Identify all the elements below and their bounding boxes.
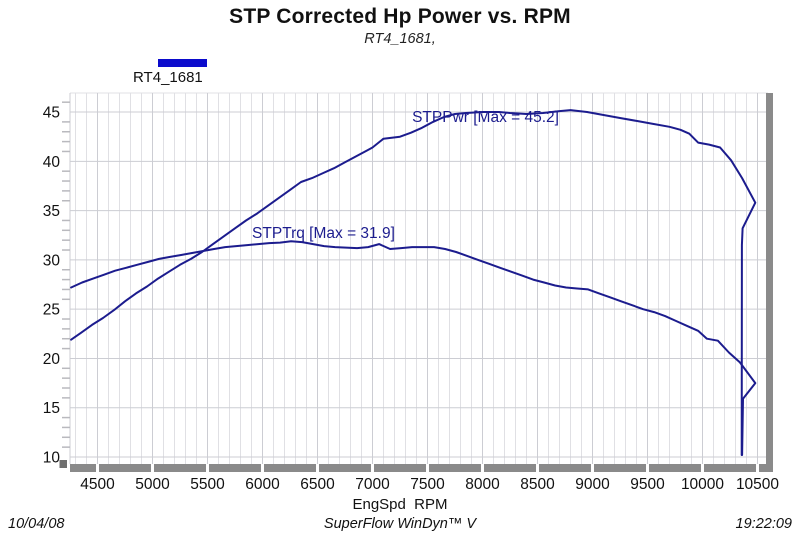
x-tick-label: 10500: [736, 476, 779, 493]
x-axis-tick-gap: [151, 464, 154, 472]
x-tick-label: 4500: [80, 476, 115, 493]
footer-date: 10/04/08: [8, 516, 65, 532]
x-tick-label: 7500: [410, 476, 445, 493]
x-axis-bar: [70, 464, 773, 472]
x-axis-tick-gap: [371, 464, 374, 472]
x-axis-tick-gap: [96, 464, 99, 472]
y-tick-label: 10: [43, 450, 61, 467]
legend-label: RT4_1681: [133, 69, 203, 86]
x-axis-tick-gap: [206, 464, 209, 472]
x-tick-label: 7000: [355, 476, 390, 493]
stppwr-curve-label: STPPwr [Max = 45.2]: [412, 109, 559, 126]
x-tick-label: 9000: [575, 476, 610, 493]
legend-swatch: [158, 59, 207, 67]
x-axis-title: EngSpd RPM: [352, 496, 448, 513]
x-tick-label: 6500: [300, 476, 335, 493]
x-axis-tick-gap: [756, 464, 759, 472]
x-axis-tick-gap: [536, 464, 539, 472]
x-axis-tick-gap: [426, 464, 429, 472]
y-tick-label: 35: [43, 203, 60, 220]
chart-title: STP Corrected Hp Power vs. RPM: [229, 5, 571, 28]
right-axis-bar: [766, 93, 773, 472]
stptrq-curve: [70, 240, 757, 456]
chart-subtitle: RT4_1681,: [364, 31, 436, 47]
footer-app-name: SuperFlow WinDyn™ V: [323, 516, 477, 532]
footer-time: 19:22:09: [735, 516, 792, 532]
x-tick-label: 8000: [465, 476, 500, 493]
x-tick-label: 8500: [520, 476, 555, 493]
x-axis-tick-gap: [591, 464, 594, 472]
x-axis-tick-gap: [481, 464, 484, 472]
stptrq-curve-label: STPTrq [Max = 31.9]: [252, 225, 395, 242]
x-tick-label: 5000: [135, 476, 170, 493]
x-tick-label: 5500: [190, 476, 225, 493]
y-tick-label: 45: [43, 105, 60, 122]
y-tick-label: 30: [43, 252, 61, 269]
y-tick-label: 15: [43, 400, 60, 417]
x-tick-label: 6000: [245, 476, 280, 493]
x-axis-tick-gap: [261, 464, 264, 472]
stppwr-curve: [70, 109, 757, 456]
x-tick-label: 9500: [630, 476, 665, 493]
x-axis-tick-gap: [316, 464, 319, 472]
y-tick-label: 20: [43, 351, 61, 368]
x-axis-tick-gap: [646, 464, 649, 472]
x-axis-tick-gap: [701, 464, 704, 472]
y-tick-label: 25: [43, 302, 60, 319]
y-tick-label: 40: [43, 154, 61, 171]
axis-corner-square: [59, 460, 67, 468]
x-tick-label: 10000: [681, 476, 724, 493]
